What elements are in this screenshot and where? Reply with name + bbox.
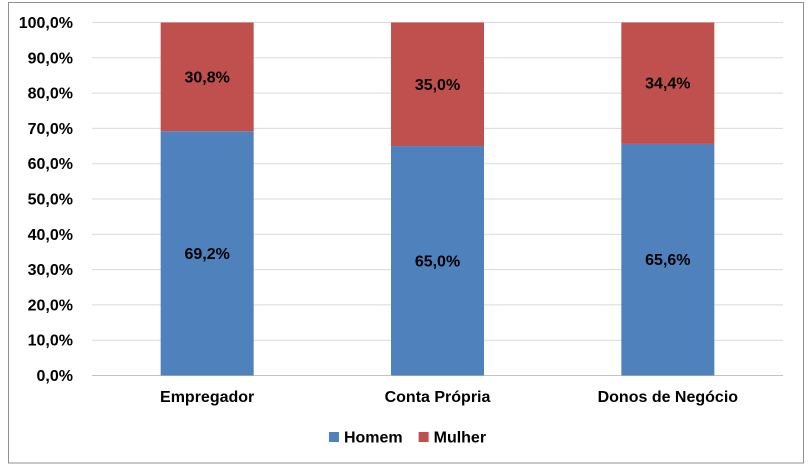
data-label: 35,0% bbox=[415, 77, 460, 94]
y-tick-label: 50,0% bbox=[28, 192, 73, 209]
y-tick-label: 0,0% bbox=[37, 368, 73, 385]
x-category-label: Empregador bbox=[160, 389, 254, 406]
data-label: 30,8% bbox=[184, 69, 229, 86]
y-tick-label: 70,0% bbox=[28, 121, 73, 138]
y-tick-label: 100,0% bbox=[19, 15, 73, 32]
bar-segment-mulher-3 bbox=[621, 22, 715, 144]
y-tick-label: 20,0% bbox=[28, 297, 73, 314]
data-label: 65,6% bbox=[645, 252, 690, 269]
x-category-label: Conta Própria bbox=[385, 389, 491, 406]
x-category-label: Donos de Negócio bbox=[598, 389, 739, 406]
bar-segment-mulher-1 bbox=[160, 22, 254, 132]
y-tick-label: 80,0% bbox=[28, 86, 73, 103]
y-tick-label: 10,0% bbox=[28, 333, 73, 350]
bar-segment-homem-1 bbox=[160, 131, 254, 376]
data-label: 65,0% bbox=[415, 253, 460, 270]
y-tick-label: 40,0% bbox=[28, 227, 73, 244]
data-label: 34,4% bbox=[645, 76, 690, 93]
legend-swatch-mulher bbox=[418, 432, 429, 442]
legend-label-homem: Homem bbox=[344, 430, 403, 447]
y-tick-label: 30,0% bbox=[28, 262, 73, 279]
data-label: 69,2% bbox=[184, 246, 229, 263]
bar-segment-homem-3 bbox=[621, 143, 715, 376]
y-tick-label: 60,0% bbox=[28, 156, 73, 173]
legend-label-mulher: Mulher bbox=[434, 430, 486, 447]
bar-segment-homem-2 bbox=[391, 146, 484, 376]
y-tick-label: 90,0% bbox=[28, 50, 73, 67]
bar-segment-mulher-2 bbox=[391, 22, 484, 147]
legend-swatch-homem bbox=[328, 432, 339, 442]
